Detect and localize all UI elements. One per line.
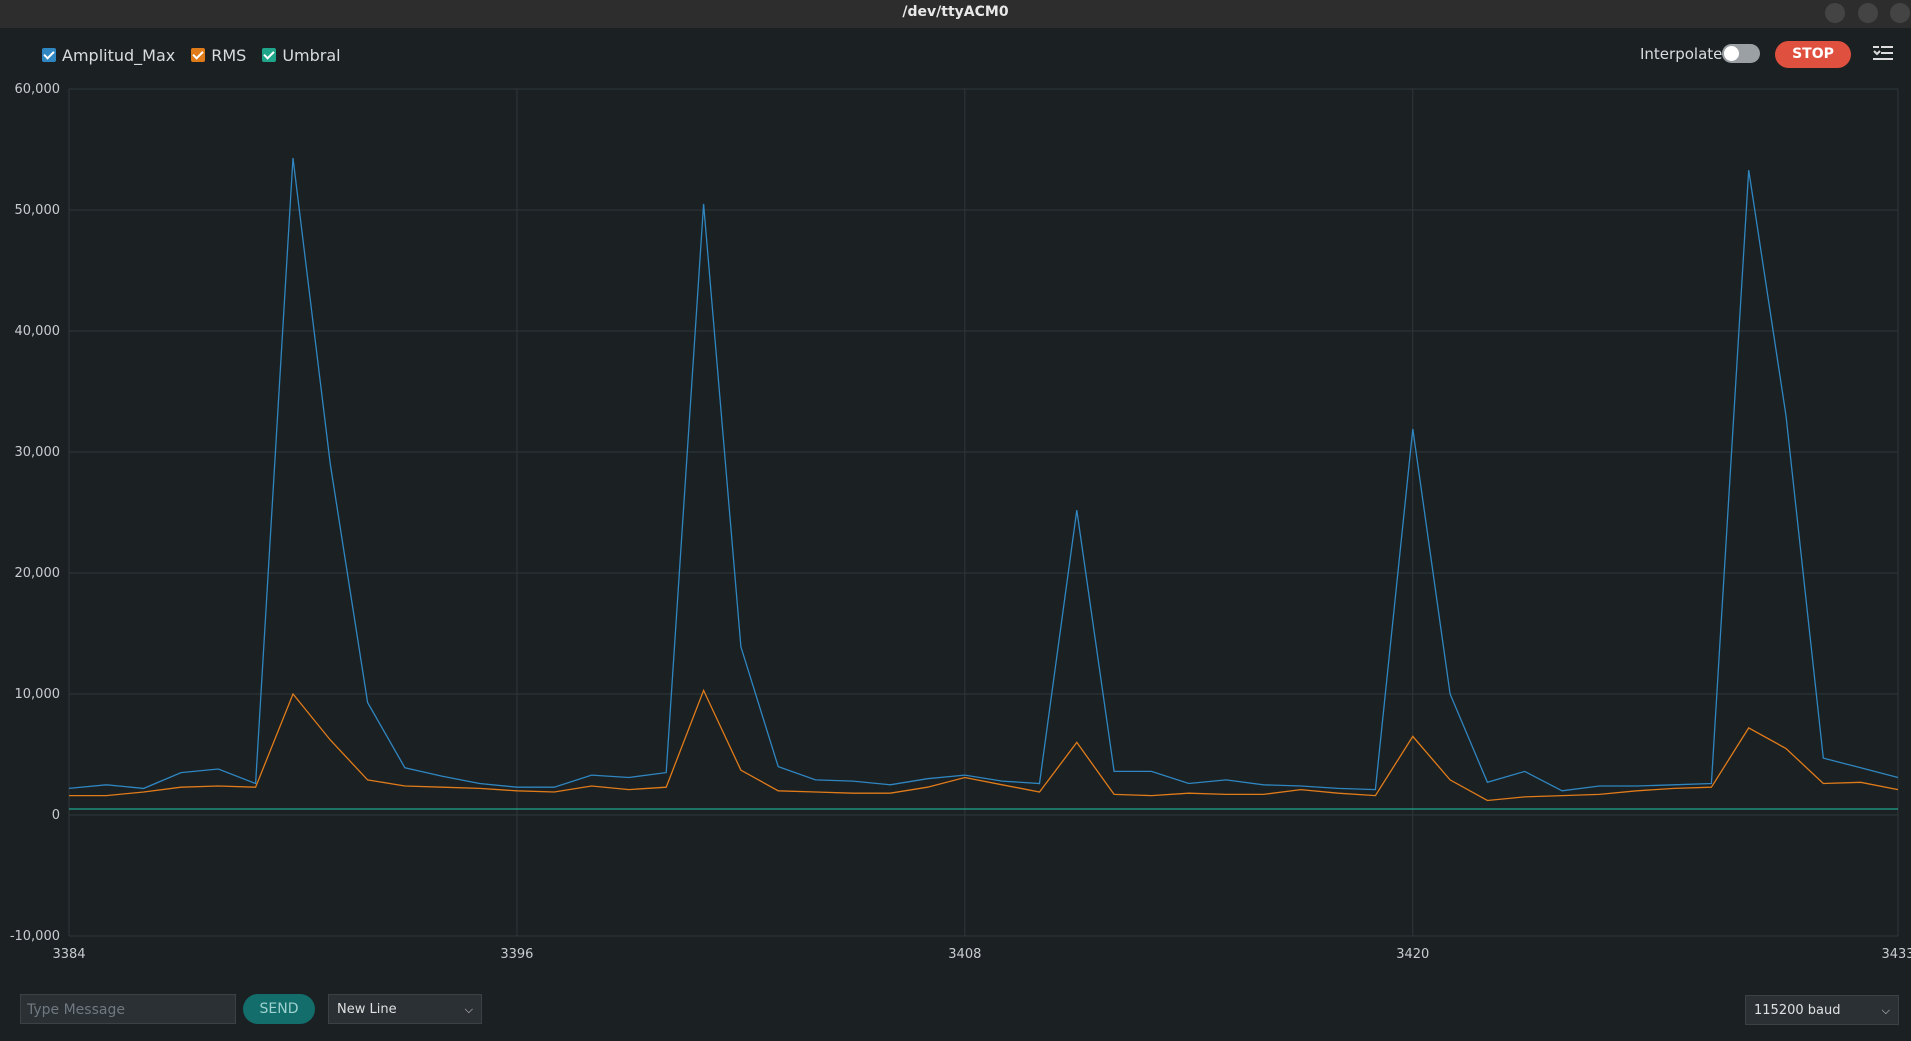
x-tick-label: 3433 bbox=[1881, 947, 1911, 962]
dropdown-caret: ⌵ bbox=[1881, 1004, 1890, 1017]
window-title: /dev/ttyACM0 bbox=[902, 4, 1009, 20]
line-ending-select[interactable]: New Line ⌵ bbox=[328, 994, 482, 1024]
x-tick-label: 3384 bbox=[52, 947, 85, 962]
legend-label: RMS bbox=[211, 45, 247, 65]
y-tick-label: 60,000 bbox=[15, 82, 61, 97]
send-button[interactable]: SEND bbox=[243, 994, 315, 1024]
legend: Amplitud_Max RMS Umbral bbox=[42, 44, 341, 66]
title-bar: /dev/ttyACM0 bbox=[0, 0, 1911, 28]
interpolate-toggle[interactable] bbox=[1722, 44, 1760, 63]
legend-checkbox[interactable] bbox=[262, 48, 277, 62]
baud-select[interactable]: 115200 baud ⌵ bbox=[1745, 995, 1899, 1025]
y-tick-label: 20,000 bbox=[15, 566, 61, 581]
legend-checkbox[interactable] bbox=[191, 48, 206, 62]
x-tick-label: 3420 bbox=[1396, 947, 1429, 962]
legend-item[interactable]: RMS bbox=[191, 44, 246, 66]
legend-checkbox[interactable] bbox=[42, 48, 56, 62]
close-button[interactable] bbox=[1890, 3, 1910, 23]
y-tick-label: 50,000 bbox=[15, 203, 61, 218]
baud-value: 115200 baud bbox=[1754, 1003, 1841, 1018]
y-tick-label: 40,000 bbox=[15, 324, 61, 339]
series-line bbox=[68, 157, 1899, 792]
maximize-button[interactable] bbox=[1858, 3, 1878, 23]
legend-label: Amplitud_Max bbox=[62, 45, 176, 65]
legend-label: Umbral bbox=[282, 45, 341, 65]
menu-icon[interactable] bbox=[1873, 45, 1893, 61]
y-tick-label: 10,000 bbox=[15, 687, 61, 702]
y-tick-label: 30,000 bbox=[15, 445, 61, 460]
interpolate-label: Interpolate bbox=[1640, 45, 1723, 63]
dropdown-caret: ⌵ bbox=[464, 1003, 473, 1016]
line-ending-value: New Line bbox=[337, 1002, 397, 1017]
series-line bbox=[69, 688, 1899, 802]
message-input[interactable]: Type Message bbox=[20, 994, 236, 1024]
x-tick-label: 3396 bbox=[500, 947, 533, 962]
minimize-button[interactable] bbox=[1825, 3, 1845, 23]
x-tick-label: 3408 bbox=[948, 947, 981, 962]
legend-item[interactable]: Umbral bbox=[262, 44, 341, 66]
y-tick-label: 0 bbox=[52, 808, 60, 823]
y-tick-label: -10,000 bbox=[10, 929, 60, 944]
legend-item[interactable]: Amplitud_Max bbox=[42, 44, 175, 66]
stop-button[interactable]: STOP bbox=[1775, 41, 1851, 68]
